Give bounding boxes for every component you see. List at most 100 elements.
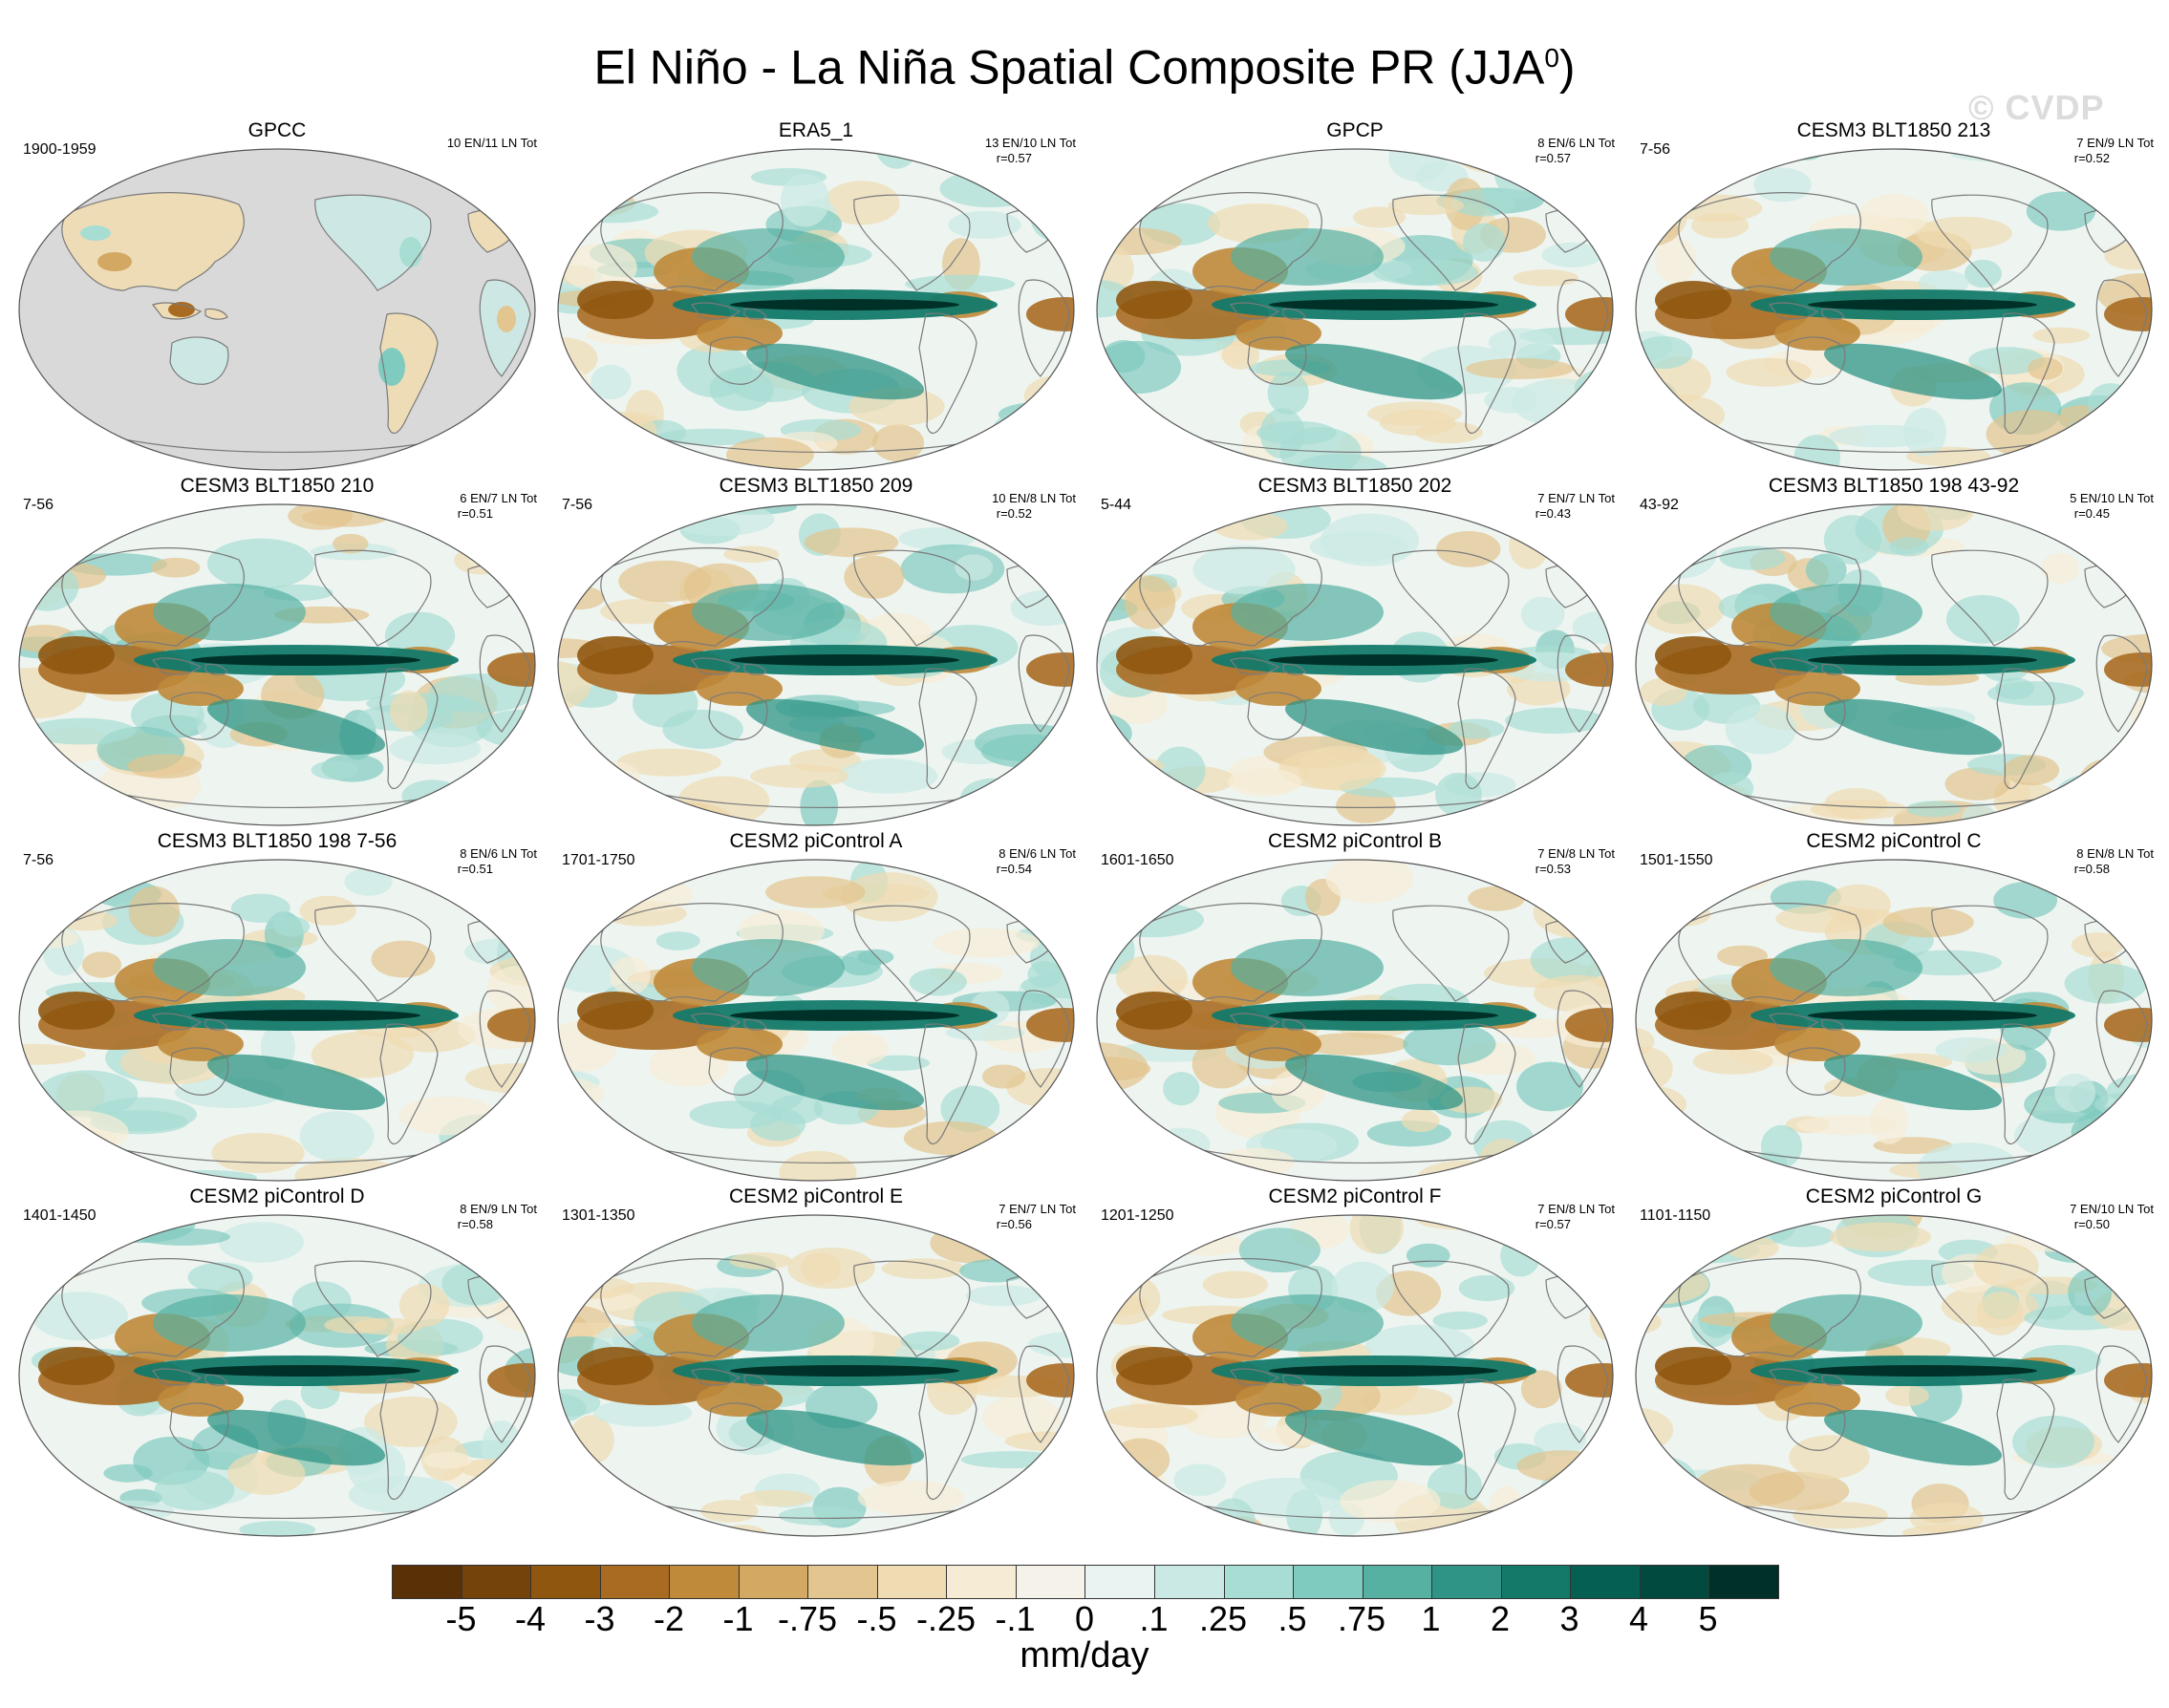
panel-period: 1601-1650 (1101, 852, 1174, 868)
panel-period: 1401-1450 (23, 1207, 97, 1224)
dry-anomaly (38, 636, 115, 674)
coastline (169, 1047, 229, 1096)
anomaly-blob (32, 1292, 128, 1341)
panel-event-counts: 8 EN/6 LN Tot (999, 846, 1076, 861)
anomaly-blob (872, 424, 925, 462)
colorbar-tick-label: -1 (722, 1599, 754, 1638)
coastline (1139, 192, 1322, 291)
anomaly-blob (1945, 594, 2020, 644)
wet-anomaly (153, 584, 306, 641)
panel-title: CESM2 piControl D (189, 1185, 365, 1207)
colorbar-swatch (739, 1566, 809, 1598)
colorbar-swatch (947, 1566, 1017, 1598)
coastline (152, 1013, 228, 1031)
anomaly-blob (940, 1085, 1000, 1133)
colorbar-swatch (1224, 1566, 1295, 1598)
anomaly-blob (1415, 1215, 1502, 1230)
dry-anomaly (487, 1008, 535, 1042)
anomaly-blob (750, 764, 849, 788)
wet-anomaly (153, 939, 306, 996)
coastline (691, 1013, 767, 1031)
dry-anomaly (1655, 1347, 1731, 1385)
map-projection (1635, 1214, 2153, 1537)
dry-anomaly (158, 672, 244, 706)
coastline (1392, 194, 1510, 291)
wet-anomaly (206, 698, 386, 756)
anomaly-blob (1299, 1033, 1408, 1056)
anomaly-blob (558, 170, 635, 194)
anomaly-blob (1202, 1270, 1269, 1299)
anomaly-blob (729, 1251, 793, 1270)
panel-pattern-correlation: r=0.52 (2073, 151, 2110, 165)
wet-anomaly (153, 1294, 306, 1352)
anomaly-blob (955, 554, 994, 581)
anomaly-blob (28, 1110, 129, 1155)
anomaly-blob (1298, 745, 1382, 791)
anomaly-blob (76, 1519, 174, 1536)
colorbar-tick-label: -.1 (995, 1599, 1036, 1638)
coastline (379, 312, 439, 435)
wet-anomaly (1284, 698, 1464, 756)
coastline (379, 1378, 439, 1501)
anomaly-blob (1267, 372, 1309, 416)
colorbar-swatch (1085, 1566, 1156, 1598)
anomaly-blob (19, 1131, 89, 1169)
coastline (1678, 547, 1861, 647)
panel-stats: 8 EN/9 LN Tot r=0.58 (458, 1202, 537, 1232)
anomaly-blob (459, 1140, 531, 1181)
colorbar-tick-label: 2 (1490, 1599, 1511, 1638)
anomaly-blob (1695, 1463, 1805, 1507)
anomaly-blob (1259, 408, 1305, 459)
panel-title: CESM2 piControl B (1267, 830, 1443, 852)
coastline (1931, 194, 2049, 291)
anomaly-blob (804, 527, 899, 558)
anomaly-blob (2003, 755, 2060, 786)
panel-event-counts: 7 EN/8 LN Tot (1537, 1202, 1615, 1216)
anomaly-blob (1373, 259, 1479, 287)
coastline (479, 1345, 531, 1443)
map-border (18, 148, 536, 471)
anomaly-blob (476, 766, 526, 787)
coastline (600, 547, 784, 647)
anomaly-blob (384, 611, 456, 660)
panel-stats: 7 EN/7 LN Tot r=0.43 (1535, 491, 1615, 522)
map-panel: CESM2 piControl G 1101-1150 7 EN/10 LN Tot… (1626, 1185, 2161, 1538)
anomaly-blob (19, 739, 46, 770)
anomaly-blob (1944, 767, 2010, 801)
anomaly-blob (187, 1262, 253, 1292)
dry-anomaly (1235, 316, 1321, 351)
colorbar-tick-label: 1 (1421, 1599, 1441, 1638)
coastline (479, 990, 531, 1088)
anomaly-blob (1232, 1477, 1343, 1519)
coastline (314, 194, 432, 291)
anomaly-blob (1401, 1109, 1440, 1133)
wet-anomaly (692, 584, 845, 641)
anomaly-blob (838, 758, 938, 794)
anomaly-blob (800, 1252, 841, 1285)
anomaly-blob (299, 895, 356, 926)
anomaly-blob (1192, 544, 1296, 594)
panel-stats: 8 EN/8 LN Tot r=0.58 (2074, 846, 2154, 877)
equatorial-wet-core (1808, 1365, 2037, 1377)
anomaly-blob (558, 504, 621, 540)
anomaly-blob (1513, 269, 1579, 287)
dry-anomaly (577, 1347, 654, 1385)
coastline (1392, 905, 1510, 1002)
anomaly-blob (1000, 1135, 1074, 1178)
coastline (1392, 549, 1510, 647)
coastline (708, 692, 768, 740)
coastline (1996, 1378, 2055, 1501)
anomaly-blob (364, 1396, 458, 1448)
coastline (2095, 990, 2148, 1088)
anomaly-blob (2104, 418, 2152, 468)
equatorial-wet-core (730, 1365, 959, 1377)
anomaly-blob (1636, 1026, 1655, 1057)
anomaly-blob (1964, 259, 2003, 288)
map-panel: CESM2 piControl D 1401-1450 8 EN/9 LN Tot r… (10, 1185, 545, 1538)
anomaly-blob (1154, 746, 1206, 795)
anomaly-blob (2106, 518, 2152, 537)
coastline (2095, 279, 2148, 377)
anomaly-blob (1516, 1061, 1584, 1112)
anomaly-blob (2087, 383, 2135, 425)
coastline (1247, 692, 1307, 740)
